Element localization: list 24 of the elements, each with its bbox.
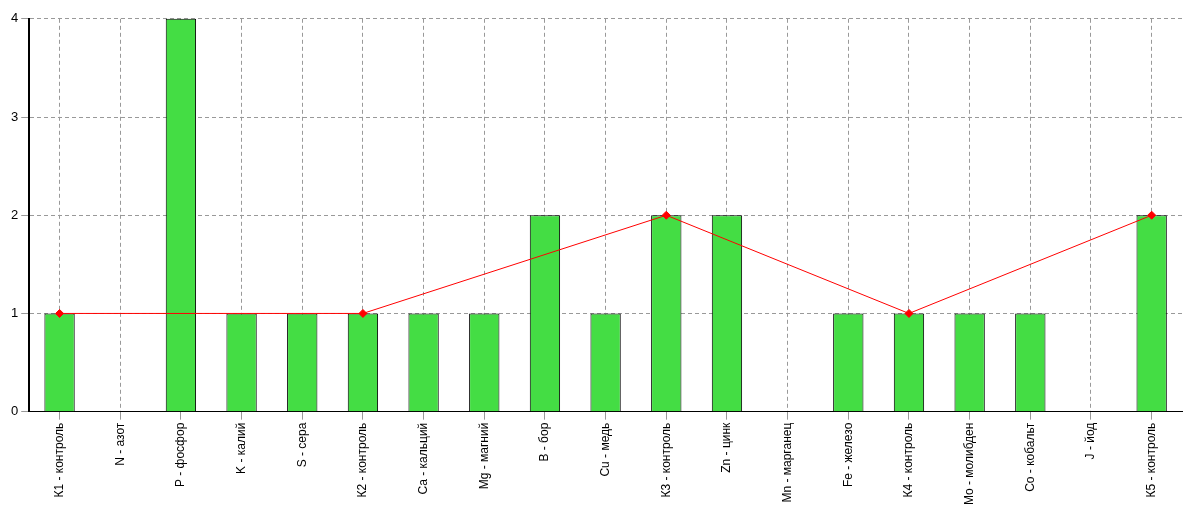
x-tick-label: N - азот xyxy=(112,422,127,466)
x-tick-label: J - йод xyxy=(1083,422,1098,460)
x-tick-label: Ca - кальций xyxy=(415,422,430,495)
y-tick-label: 2 xyxy=(11,206,19,222)
x-tick-label: Cu - медь xyxy=(597,422,612,477)
x-tick-label: К4 - контроль xyxy=(901,422,916,498)
y-tick-label: 1 xyxy=(11,305,19,321)
x-tick-label: Co - кобальт xyxy=(1022,422,1037,492)
x-tick-label: K - калий xyxy=(233,422,248,474)
x-tick-label: К2 - контроль xyxy=(355,422,370,498)
x-tick-label: P - фосфор xyxy=(173,422,188,487)
x-tick-label: К1 - контроль xyxy=(51,422,66,498)
y-tick-label: 3 xyxy=(11,108,19,124)
x-tick-label: Zn - цинк xyxy=(719,421,734,473)
x-tick-label: S - сера xyxy=(294,422,309,468)
y-tick-label: 4 xyxy=(11,10,19,26)
x-tick-label: Mg - магний xyxy=(476,422,491,490)
x-tick-label: Mn - марганец xyxy=(779,422,794,503)
y-tick-label: 0 xyxy=(11,403,19,419)
x-tick-label: Mo - молибден xyxy=(961,422,976,506)
x-tick-label: К3 - контроль xyxy=(658,422,673,498)
x-tick-label: B - бор xyxy=(537,422,552,462)
x-tick-label: Fe - железо xyxy=(840,422,855,488)
x-tick-label: К5 - контроль xyxy=(1143,422,1158,498)
